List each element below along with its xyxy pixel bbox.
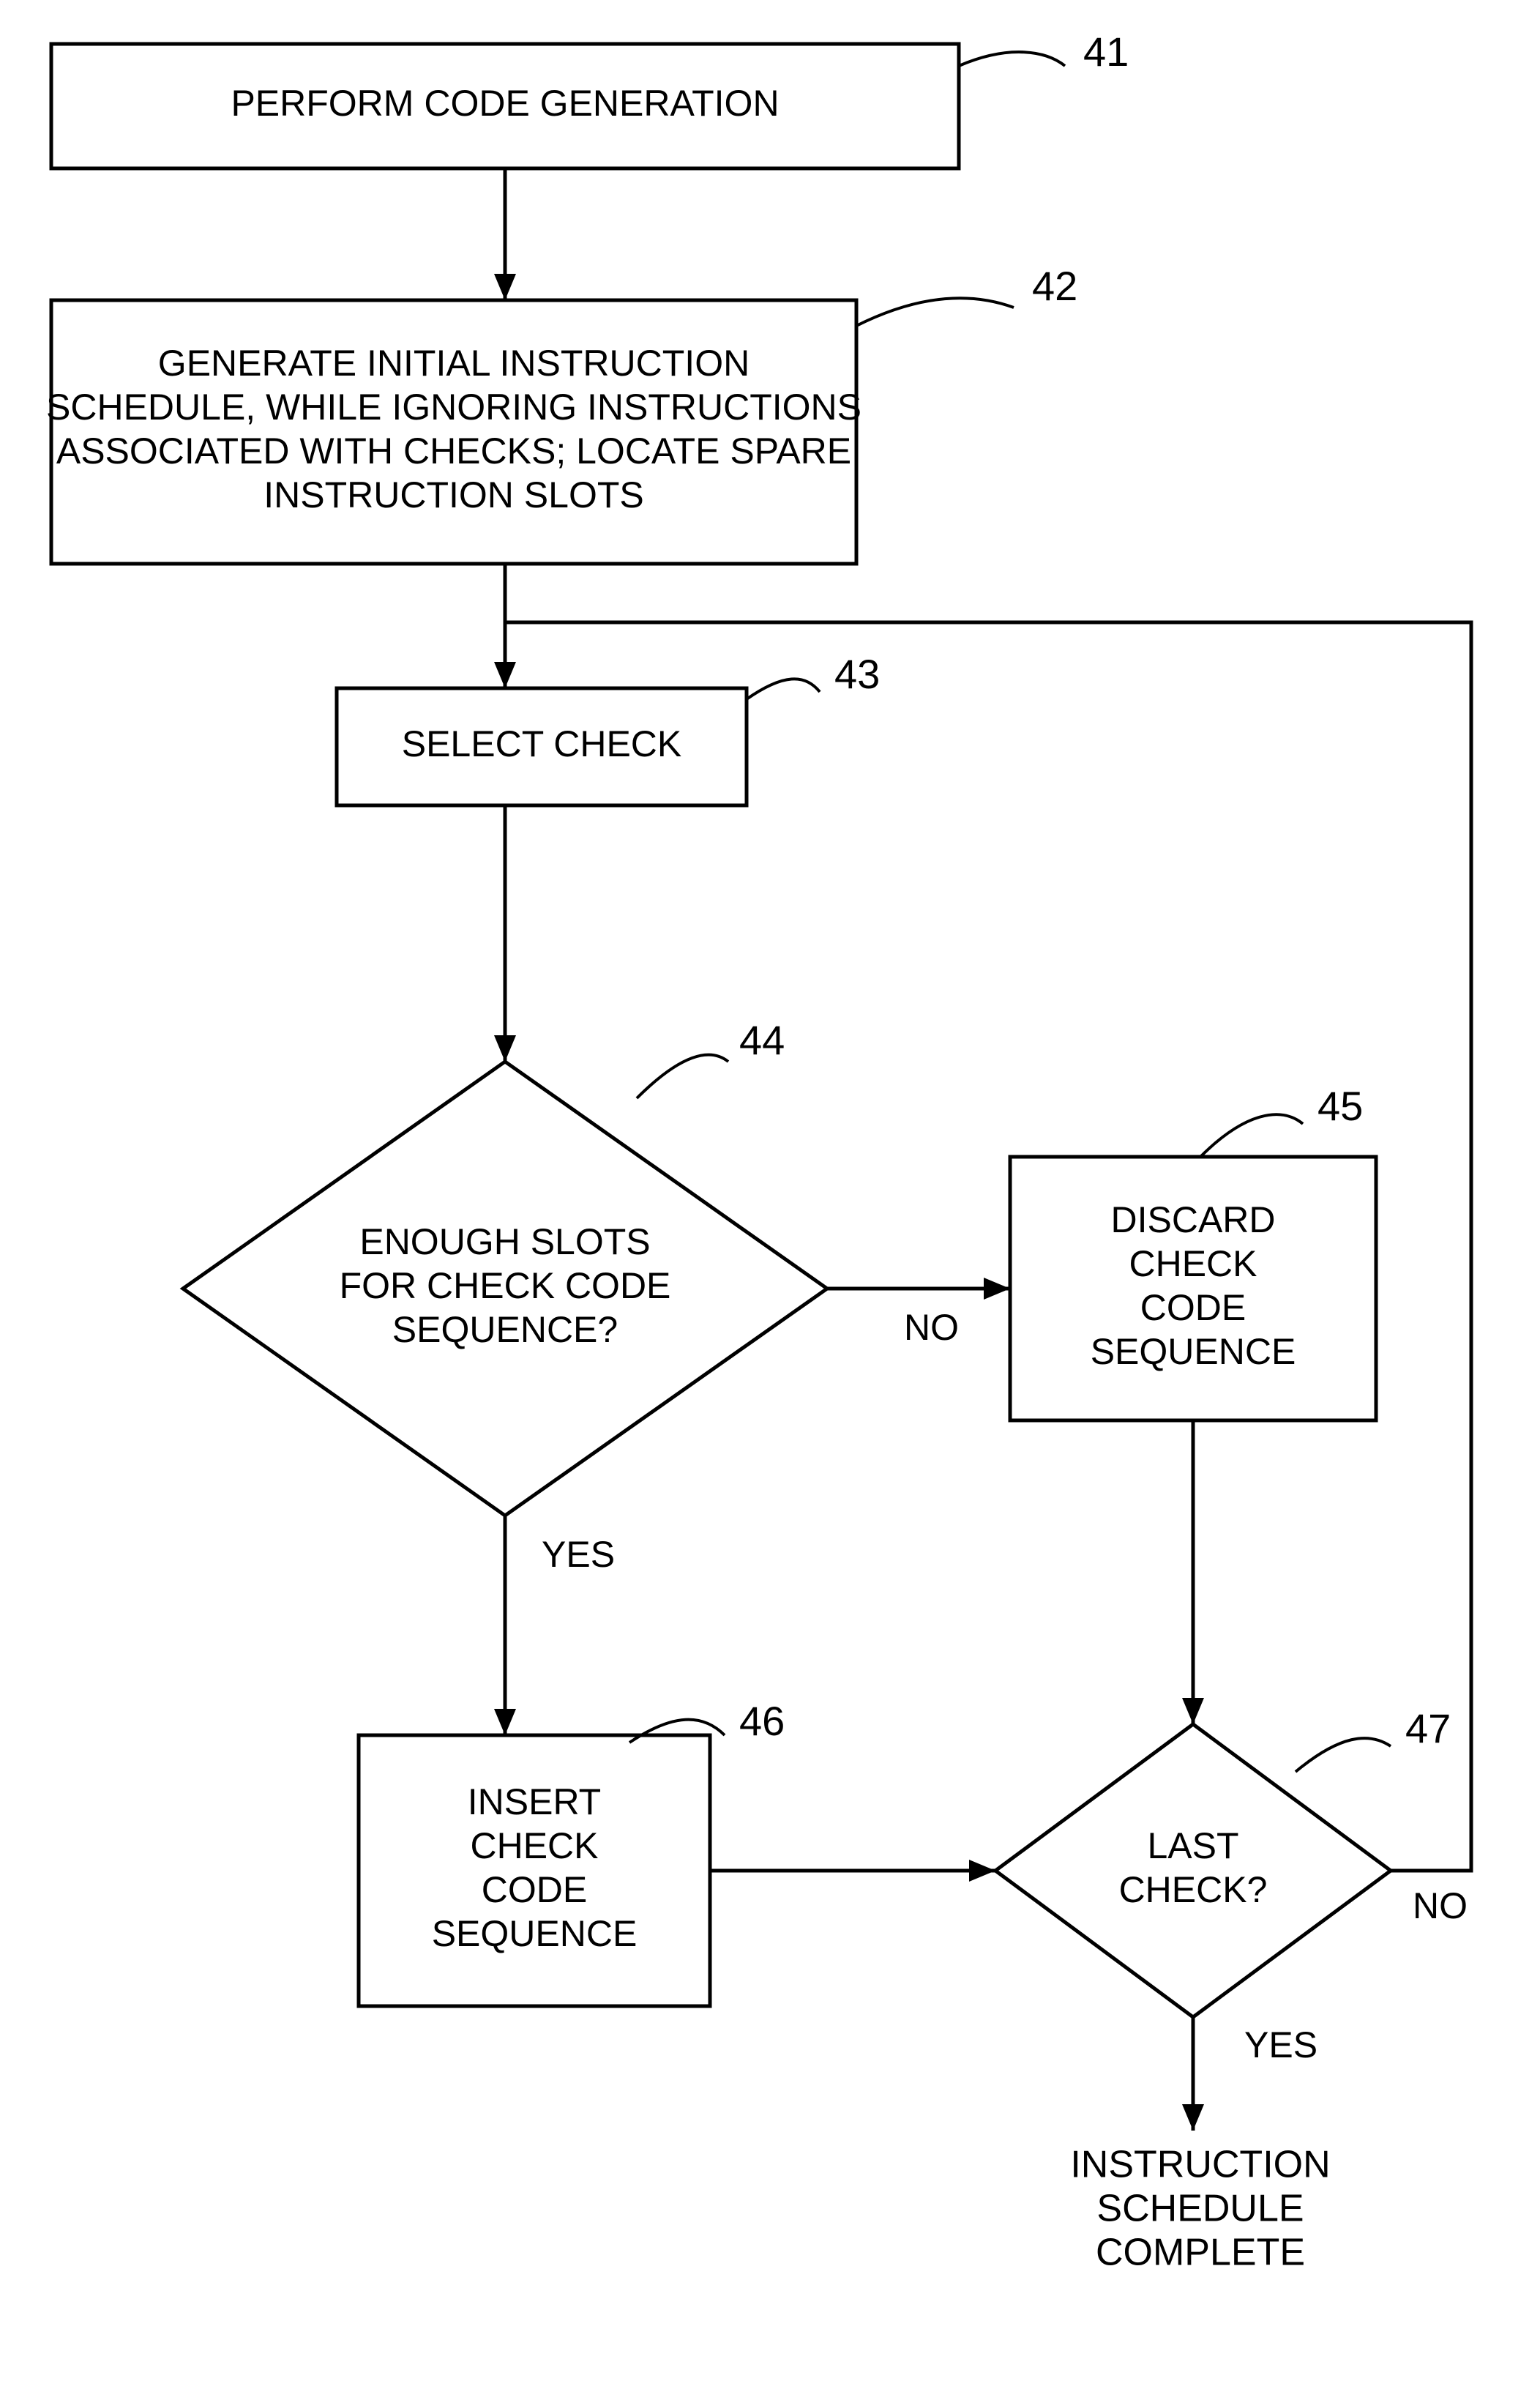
svg-text:FOR CHECK CODE: FOR CHECK CODE: [340, 1265, 671, 1306]
svg-text:CODE: CODE: [1140, 1287, 1246, 1328]
svg-text:47: 47: [1405, 1705, 1451, 1751]
svg-text:CHECK?: CHECK?: [1119, 1869, 1268, 1910]
svg-text:YES: YES: [1244, 2024, 1317, 2065]
svg-text:CODE: CODE: [482, 1869, 587, 1910]
svg-text:DISCARD: DISCARD: [1110, 1199, 1275, 1240]
svg-text:COMPLETE: COMPLETE: [1096, 2232, 1305, 2274]
svg-text:INSERT: INSERT: [468, 1781, 601, 1822]
svg-text:44: 44: [739, 1017, 785, 1063]
svg-text:46: 46: [739, 1698, 785, 1744]
svg-text:45: 45: [1317, 1083, 1363, 1129]
svg-text:LAST: LAST: [1147, 1825, 1238, 1866]
svg-text:CHECK: CHECK: [470, 1825, 598, 1866]
svg-text:SEQUENCE: SEQUENCE: [432, 1913, 638, 1954]
svg-text:SCHEDULE, WHILE IGNORING INSTR: SCHEDULE, WHILE IGNORING INSTRUCTIONS: [46, 387, 861, 428]
svg-text:GENERATE INITIAL INSTRUCTION: GENERATE INITIAL INSTRUCTION: [158, 343, 750, 384]
svg-text:ASSOCIATED WITH CHECKS; LOCATE: ASSOCIATED WITH CHECKS; LOCATE SPARE: [56, 431, 851, 472]
svg-text:41: 41: [1083, 29, 1129, 75]
svg-text:INSTRUCTION SLOTS: INSTRUCTION SLOTS: [263, 474, 643, 515]
svg-text:PERFORM CODE GENERATION: PERFORM CODE GENERATION: [231, 83, 779, 124]
svg-text:NO: NO: [1413, 1885, 1468, 1926]
svg-text:NO: NO: [904, 1307, 959, 1348]
svg-text:YES: YES: [542, 1534, 615, 1575]
svg-text:43: 43: [834, 651, 880, 697]
svg-text:42: 42: [1032, 263, 1077, 309]
svg-text:INSTRUCTION: INSTRUCTION: [1070, 2144, 1330, 2186]
svg-text:SELECT CHECK: SELECT CHECK: [402, 723, 682, 764]
svg-text:SEQUENCE: SEQUENCE: [1091, 1331, 1296, 1372]
svg-text:SEQUENCE?: SEQUENCE?: [392, 1309, 618, 1350]
svg-text:ENOUGH SLOTS: ENOUGH SLOTS: [359, 1221, 650, 1262]
svg-text:CHECK: CHECK: [1129, 1243, 1257, 1284]
svg-text:SCHEDULE: SCHEDULE: [1096, 2188, 1304, 2230]
